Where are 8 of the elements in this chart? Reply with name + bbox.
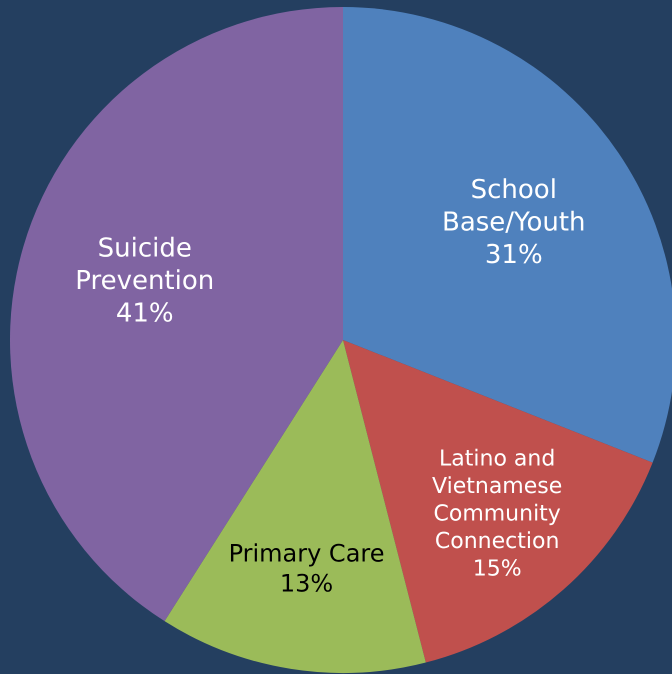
slice-label: School Base/Youth: [442, 175, 586, 238]
slice-label: Latino and Vietnamese Community Connection: [432, 446, 562, 554]
data-label: 13%: [280, 569, 334, 598]
slice-label: Suicide Prevention: [75, 234, 214, 296]
data-label: 31%: [484, 240, 543, 270]
slice-label: Primary Care: [228, 539, 385, 568]
data-label: 41%: [116, 298, 174, 329]
data-label: 15%: [472, 556, 522, 582]
